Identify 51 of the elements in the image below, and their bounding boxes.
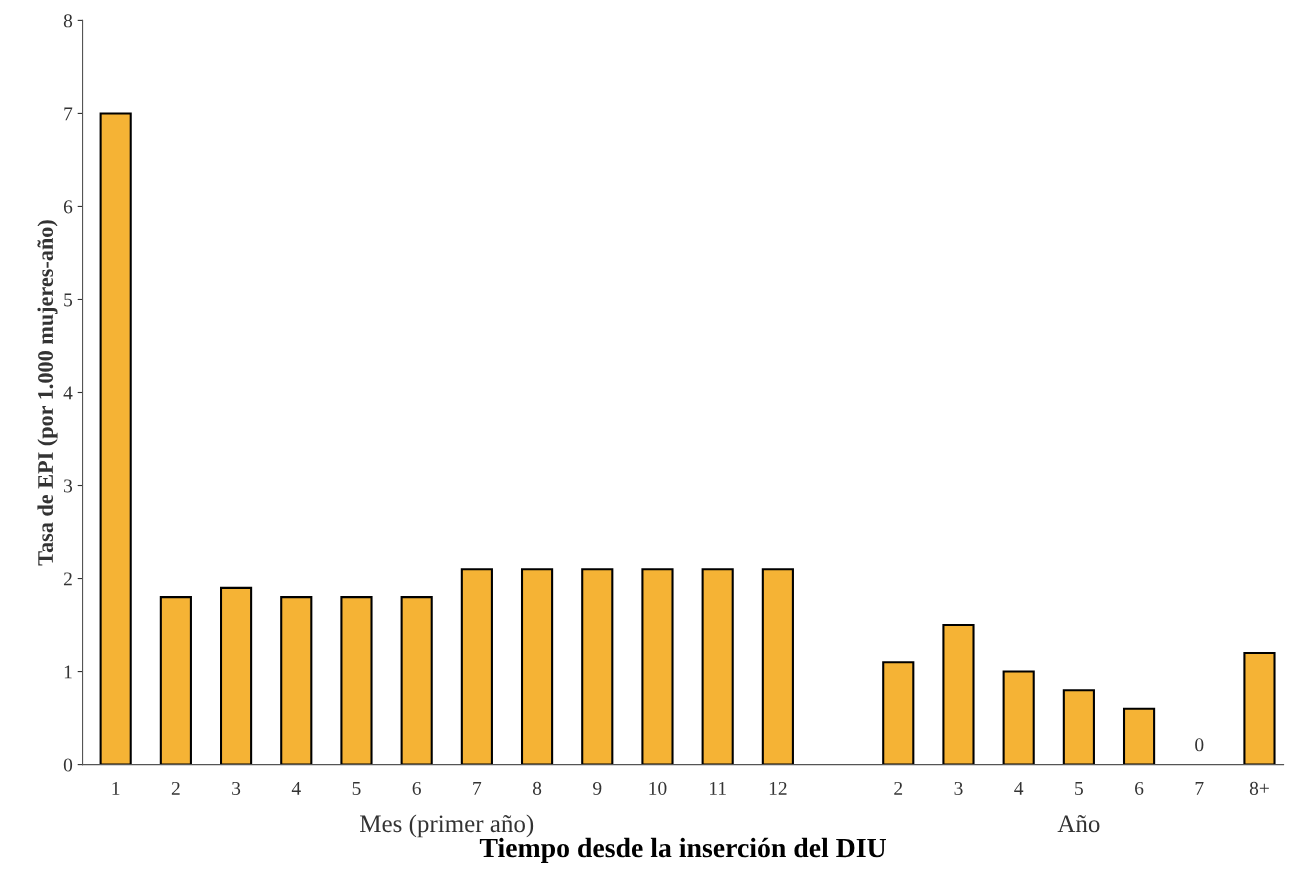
bar: [1002, 670, 1035, 765]
y-tick-label: 2: [63, 572, 72, 586]
bar: [1062, 689, 1095, 765]
x-tick-label: 4: [291, 781, 301, 795]
x-tick-label: 9: [593, 781, 602, 795]
x-tick-label: 3: [232, 781, 241, 795]
bar: [460, 568, 493, 765]
bar: [219, 586, 253, 765]
text: Mes (primer año): [360, 814, 534, 838]
x-tick-label: 1: [112, 781, 120, 795]
bar: [581, 568, 614, 765]
x-tick-label: 11: [710, 781, 726, 795]
bar: [99, 112, 132, 765]
x-tick-label: 3: [954, 781, 963, 795]
bar: [400, 596, 433, 765]
bar: [641, 568, 674, 765]
x-tick-label: 10: [649, 781, 667, 795]
bar: [882, 661, 915, 765]
bar: [1122, 707, 1156, 765]
x-tick-label: 4: [1014, 781, 1024, 795]
bar: [159, 596, 192, 765]
y-tick-label: 7: [64, 107, 73, 121]
bar: [942, 624, 975, 765]
bar: [761, 568, 794, 765]
y-tick-label: 4: [63, 386, 73, 400]
x-tick-label: 6: [412, 781, 421, 795]
x-tick-label: 7: [473, 782, 482, 795]
bar: [340, 596, 373, 765]
x-tick-label: 8+: [1249, 781, 1269, 795]
y-axis-title: Tasa de EPI (por 1.000 mujeres-año): [37, 220, 58, 566]
y-tick-label: 0: [63, 758, 73, 772]
data-label: 0: [1195, 738, 1204, 752]
x-tick-label: 12: [769, 781, 787, 795]
y-tick-label: 3: [64, 479, 73, 493]
x-tick-label: 5: [352, 782, 361, 795]
x-tick-label: 2: [171, 781, 180, 795]
bar: [701, 568, 734, 765]
x-tick-label: 5: [1075, 782, 1083, 795]
x-tick-label: 8: [532, 781, 542, 795]
x-tick-label: 6: [1135, 781, 1144, 795]
bar: [280, 596, 313, 765]
bar: [520, 568, 554, 765]
x-tick-label: 7: [1195, 782, 1204, 795]
y-tick-label: 1: [64, 665, 72, 679]
y-tick-label: 6: [63, 200, 73, 214]
bar: [1243, 651, 1276, 765]
y-tick-label: 8: [63, 14, 73, 28]
x-tick-label: 2: [894, 781, 903, 795]
y-tick-label: 5: [64, 293, 73, 307]
x-axis-title: Tiempo desde la inserción del DIU: [479, 837, 886, 863]
text: Año: [1057, 815, 1100, 833]
